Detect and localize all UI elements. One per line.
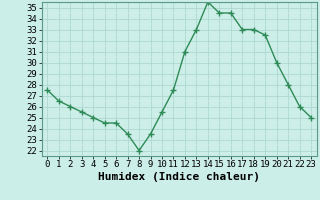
X-axis label: Humidex (Indice chaleur): Humidex (Indice chaleur) [98, 172, 260, 182]
